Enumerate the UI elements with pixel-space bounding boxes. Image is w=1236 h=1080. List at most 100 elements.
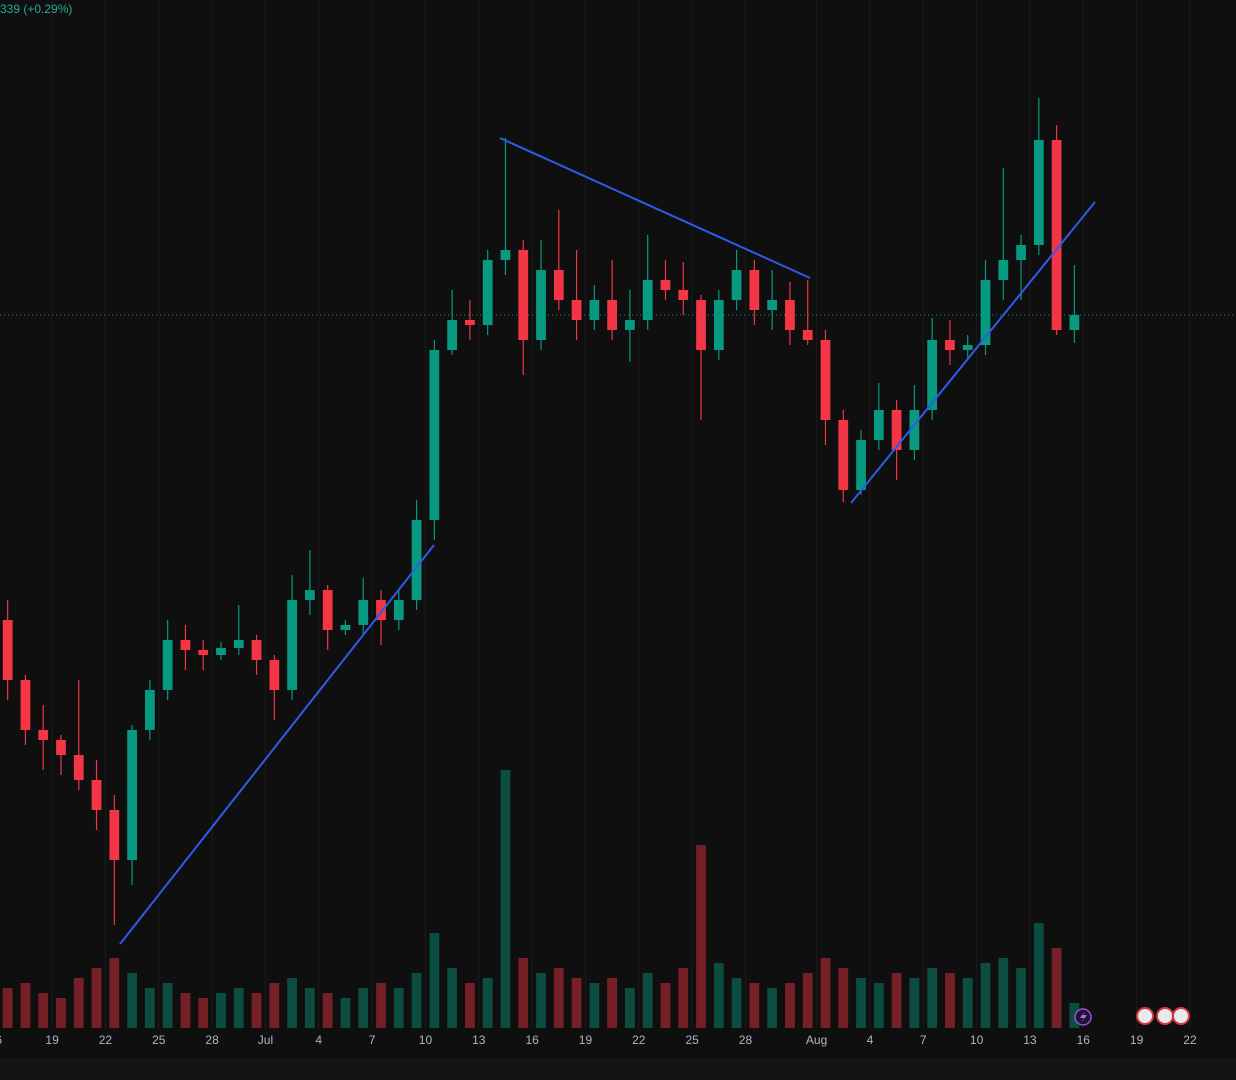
volume-bar — [180, 993, 191, 1028]
candle-body — [109, 810, 120, 860]
candle-body — [269, 660, 280, 690]
candle-body — [429, 350, 440, 520]
candle-body — [2, 620, 13, 680]
candle-body — [589, 300, 600, 320]
x-tick-label: 13 — [1023, 1033, 1037, 1047]
volume-bar — [873, 983, 884, 1028]
candle-body — [873, 410, 884, 440]
volume-bar — [607, 978, 618, 1028]
volume-bar — [109, 958, 120, 1028]
x-tick-label: 7 — [920, 1033, 927, 1047]
volume-bar — [500, 770, 511, 1028]
volume-bar — [465, 983, 475, 1028]
candle-body — [518, 250, 529, 340]
x-tick-label: 25 — [685, 1033, 699, 1047]
candle-body — [465, 320, 475, 325]
candle-layer — [2, 98, 1080, 925]
volume-bar — [660, 983, 671, 1028]
x-tick-label: 7 — [369, 1033, 376, 1047]
volume-bar — [571, 978, 582, 1028]
volume-bar — [696, 845, 706, 1028]
volume-bar — [56, 998, 66, 1028]
volume-bar — [713, 963, 724, 1028]
volume-bar — [642, 973, 653, 1028]
x-tick-label: 10 — [419, 1033, 433, 1047]
volume-bar — [536, 973, 546, 1028]
volume-bar — [429, 933, 440, 1028]
volume-bar — [482, 978, 493, 1028]
volume-bar — [589, 983, 600, 1028]
candle-body — [482, 260, 493, 325]
candle-body — [945, 340, 955, 350]
candle-body — [233, 640, 244, 648]
candle-body — [1069, 315, 1080, 330]
event-icons — [1074, 1007, 1190, 1026]
candle-body — [340, 625, 351, 630]
volume-bar — [322, 993, 333, 1028]
volume-bar — [304, 988, 315, 1028]
candle-body — [198, 650, 209, 655]
volume-bar — [251, 993, 262, 1028]
volume-bar — [1033, 923, 1044, 1028]
volume-bar — [909, 978, 920, 1028]
lightning — [1080, 1011, 1087, 1023]
candle-body — [696, 300, 706, 350]
candle-body — [1051, 140, 1062, 330]
candle-body — [678, 290, 689, 300]
candle-body — [1033, 140, 1044, 245]
volume-bar — [144, 988, 155, 1028]
volume-bar — [518, 958, 529, 1028]
flag-icon[interactable] — [1136, 1007, 1154, 1025]
x-tick-label: Aug — [806, 1033, 827, 1047]
volume-bar — [820, 958, 831, 1028]
volume-bar — [998, 958, 1009, 1028]
candle-body — [998, 260, 1009, 280]
candle-body — [713, 300, 724, 350]
x-tick-label: 25 — [152, 1033, 166, 1047]
candle-body — [625, 320, 635, 330]
candle-body — [980, 280, 991, 345]
x-tick-label: 28 — [205, 1033, 219, 1047]
flag-icon[interactable] — [1172, 1007, 1190, 1025]
trend-line — [499, 137, 811, 279]
volume-bar — [553, 968, 564, 1028]
candle-body — [731, 270, 742, 300]
volume-bar — [785, 983, 795, 1028]
x-tick-label: 16 — [1077, 1033, 1091, 1047]
x-tick-label: 4 — [315, 1033, 322, 1047]
volume-bar — [980, 963, 991, 1028]
x-tick-label: 19 — [579, 1033, 593, 1047]
x-tick-label: 19 — [45, 1033, 59, 1047]
x-tick-label: 6 — [0, 1033, 2, 1047]
price-label: 339 (+0.29%) — [0, 2, 72, 16]
volume-bar — [162, 983, 173, 1028]
candle-body — [927, 340, 938, 410]
volume-bar — [1051, 948, 1062, 1028]
volume-bar — [2, 988, 13, 1028]
candle-body — [56, 740, 66, 755]
candle-body — [820, 340, 831, 420]
drawings — [119, 137, 1096, 945]
candle-body — [749, 270, 760, 310]
x-tick-label: 28 — [739, 1033, 753, 1047]
volume-layer — [2, 770, 1080, 1028]
candle-body — [1016, 245, 1026, 260]
trend-line — [119, 544, 435, 945]
candle-body — [856, 440, 866, 490]
volume-bar — [393, 988, 404, 1028]
flag-icon[interactable] — [1156, 1007, 1174, 1025]
candle-body — [607, 300, 618, 330]
candle-body — [216, 648, 226, 655]
volume-bar — [127, 973, 137, 1028]
volume-bar — [233, 988, 244, 1028]
candle-body — [891, 410, 902, 450]
volume-bar — [358, 988, 369, 1028]
x-tick-label: 22 — [632, 1033, 646, 1047]
candle-body — [802, 330, 813, 340]
volume-bar — [91, 968, 102, 1028]
volume-bar — [1016, 968, 1026, 1028]
volume-bar — [411, 973, 422, 1028]
x-tick-label: 16 — [525, 1033, 539, 1047]
volume-bar — [678, 968, 689, 1028]
